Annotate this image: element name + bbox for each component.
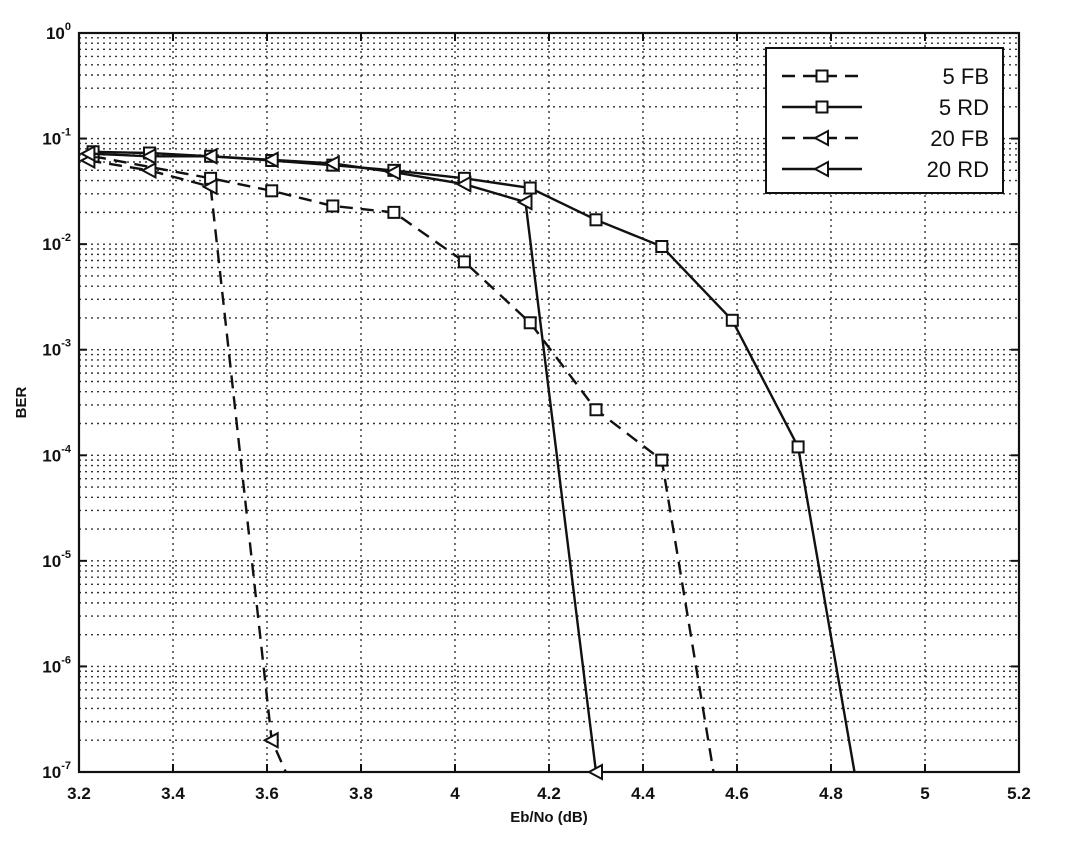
data-point-marker [262,151,279,169]
data-point-marker [791,440,805,454]
data-point-marker [455,175,472,193]
data-point-marker [140,147,157,165]
data-point-marker [725,313,739,327]
y-tick-label: 10-7 [42,760,71,782]
data-point-marker [516,193,533,211]
data-point-marker [523,181,537,195]
series-line [88,159,287,773]
x-tick-label: 3.2 [67,784,91,803]
x-tick-label: 5.2 [1007,784,1031,803]
y-tick-label: 10-3 [42,338,71,360]
data-point-marker [523,316,537,330]
x-tick-label: 4.4 [631,784,655,803]
legend-label: 20 FB [930,126,989,151]
y-tick-label: 10-6 [42,654,71,676]
x-tick-label: 4 [450,784,460,803]
data-point-marker [79,144,96,163]
legend-label: 20 RD [927,157,989,182]
x-tick-label: 3.6 [255,784,279,803]
data-point-marker [265,184,279,198]
y-tick-label: 10-5 [42,549,71,571]
x-tick-label: 4.2 [537,784,561,803]
series-20-rd [79,144,603,781]
y-tick-label: 100 [46,21,71,43]
legend-label: 5 RD [939,95,989,120]
legend-marker [812,160,829,178]
data-point-marker [457,255,471,269]
data-point-marker [140,161,157,180]
data-point-marker [589,213,603,227]
data-point-marker [655,239,669,253]
series-group [79,144,856,781]
y-tick-label: 10-1 [42,127,71,149]
legend-label: 5 FB [943,64,989,89]
y-tick-label: 10-4 [42,443,72,465]
data-point-marker [326,199,340,213]
data-point-marker [201,178,218,196]
data-point-marker [384,163,401,181]
x-axis-title: Eb/No (dB) [510,809,587,826]
series-line [92,155,715,773]
tick-labels: 3.2 3.4 3.6 3.8 4 4.2 4.4 4.6 4.8 5 5.2 100 10-1 10-2… [42,21,1031,803]
y-tick-label: 10-2 [42,232,71,254]
x-tick-label: 3.8 [349,784,373,803]
data-point-marker [589,403,603,417]
legend-marker [815,69,829,83]
x-tick-label: 3.4 [161,784,185,803]
legend-marker [815,100,829,114]
data-point-marker [201,147,218,165]
y-axis-title: BER [13,386,30,418]
x-tick-label: 5 [920,784,929,803]
series-20-fb [79,151,287,773]
data-point-marker [655,453,669,467]
data-point-marker [323,154,340,173]
data-point-marker [387,205,401,219]
grid-lines [78,32,1020,773]
data-point-marker [262,731,279,749]
legend: 5 FB 5 RD 20 FB 20 RD [765,47,1004,194]
x-tick-label: 4.6 [725,784,749,803]
x-tick-label: 4.8 [819,784,843,803]
data-point-marker [586,763,603,781]
legend-marker [812,129,829,147]
